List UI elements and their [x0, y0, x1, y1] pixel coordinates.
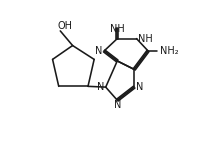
Text: NH: NH: [137, 34, 152, 44]
Text: N: N: [135, 82, 142, 92]
Text: N: N: [95, 46, 102, 56]
Text: NH₂: NH₂: [159, 46, 177, 56]
Text: N: N: [96, 82, 104, 92]
Text: OH: OH: [58, 21, 73, 31]
Text: N: N: [113, 100, 120, 110]
Text: NH: NH: [109, 24, 124, 34]
